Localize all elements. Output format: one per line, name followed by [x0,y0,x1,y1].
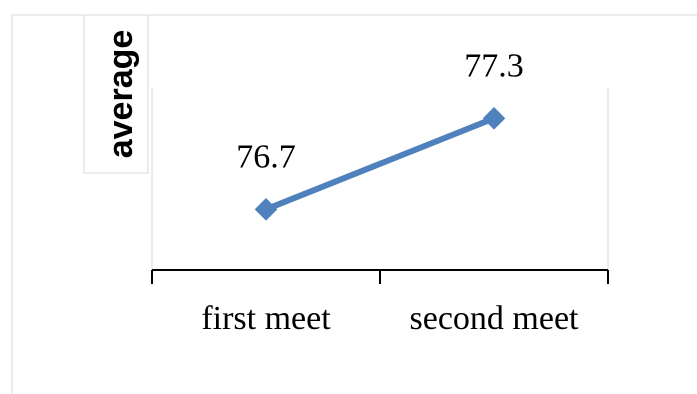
category-layer: first meet second meet [201,300,579,337]
data-point-marker [254,198,278,221]
x-tick-label: first meet [201,300,331,337]
y-axis-title: average [102,30,140,159]
data-point-marker [482,107,506,130]
data-label: 77.3 [464,47,524,84]
series-line [263,115,497,213]
y-axis-title-box [83,14,149,174]
x-tick-label: second meet [410,300,580,337]
series-layer [254,107,506,221]
label-layer: 76.7 77.3 [236,47,524,175]
data-label: 76.7 [236,138,296,175]
